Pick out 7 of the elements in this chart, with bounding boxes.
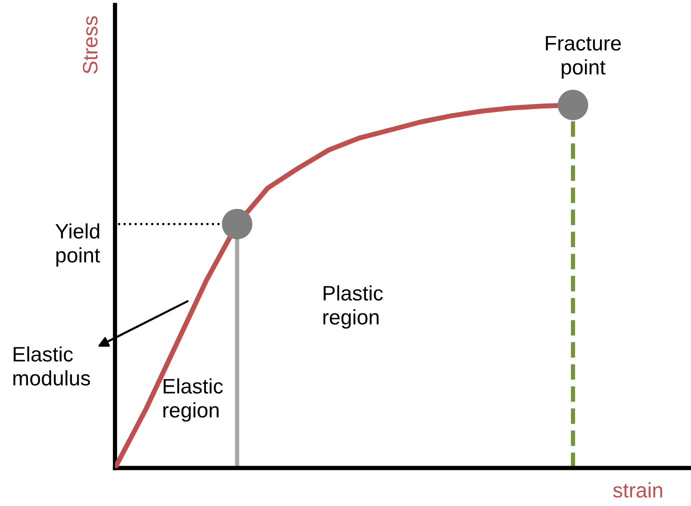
x-axis-title: strain <box>613 482 662 498</box>
text: Elastic modulus <box>13 346 90 386</box>
text: Fracture point <box>546 36 621 79</box>
annotation: Plastic region <box>323 285 383 329</box>
annotation: Elastic region <box>163 378 223 422</box>
y-axis-title: Stress <box>82 16 98 74</box>
ref-line-label: Yield point <box>55 223 100 267</box>
